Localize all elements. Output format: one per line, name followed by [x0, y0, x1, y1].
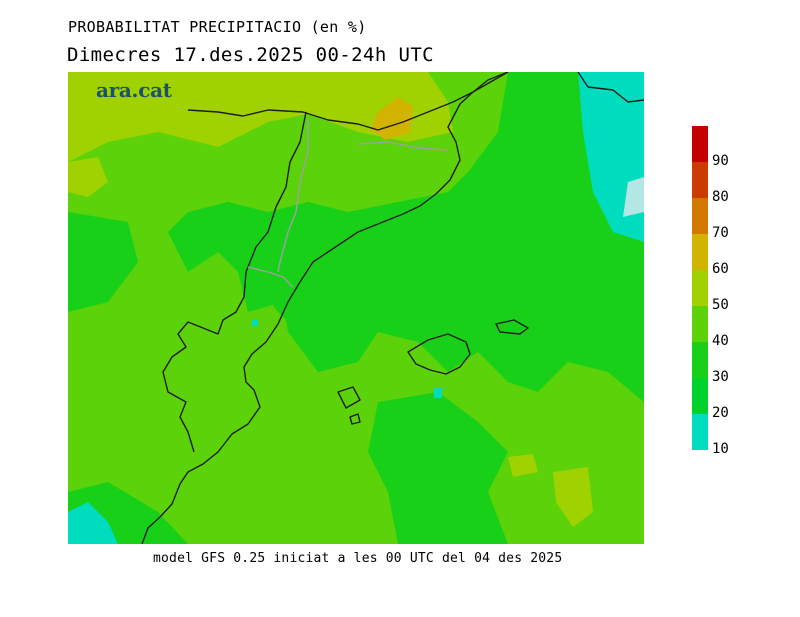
legend-label: 10	[712, 441, 729, 457]
field-10-20-spot1	[252, 320, 258, 326]
field-50-60-north	[68, 72, 453, 162]
legend-label: 60	[712, 261, 729, 277]
precipitation-probability-map	[68, 72, 644, 544]
model-run-caption: model GFS 0.25 iniciat a les 00 UTC del …	[153, 551, 563, 566]
province-border-north	[357, 141, 449, 151]
province-border-south	[247, 266, 294, 288]
field-50-60-south	[553, 467, 593, 527]
legend-swatch	[692, 306, 708, 342]
field-30-40-west	[68, 212, 138, 312]
menorca-island	[495, 319, 529, 335]
color-legend: 10 20 30 40 50 60 70 80 90	[692, 126, 772, 456]
border-far-northeast	[577, 72, 644, 103]
field-50-60-southeast	[508, 454, 538, 477]
legend-swatch	[692, 126, 708, 162]
field-50-60-west	[68, 157, 108, 197]
legend-swatch	[692, 414, 708, 450]
inland-border	[162, 271, 247, 453]
field-50-60-peak	[223, 72, 273, 107]
field-30-40-center	[248, 262, 368, 352]
legend-swatch	[692, 198, 708, 234]
legend-label: 40	[712, 333, 729, 349]
map-subtitle-date: Dimecres 17.des.2025 00-24h UTC	[67, 44, 435, 66]
formentera-island	[349, 413, 361, 425]
province-border	[277, 120, 309, 273]
legend-label: 30	[712, 369, 729, 385]
legend-label: 70	[712, 225, 729, 241]
legend-swatch	[692, 378, 708, 414]
legend-swatch	[692, 162, 708, 198]
field-10-20-southwest	[68, 502, 118, 544]
mallorca-island	[407, 333, 471, 375]
map-title: PROBABILITAT PRECIPITACIO (en %)	[68, 18, 367, 36]
field-10-20-spot2	[434, 388, 442, 398]
legend-swatch	[692, 234, 708, 270]
coastline	[141, 72, 509, 544]
legend-label: 80	[712, 189, 729, 205]
legend-label: 90	[712, 153, 729, 169]
legend-label: 20	[712, 405, 729, 421]
national-border	[187, 72, 509, 131]
ara-cat-logo: ara.cat	[96, 78, 172, 102]
legend-label: 50	[712, 297, 729, 313]
field-below-10	[623, 177, 644, 217]
ibiza-island	[337, 386, 361, 409]
legend-swatch	[692, 270, 708, 306]
regional-border	[245, 111, 307, 273]
legend-swatch	[692, 342, 708, 378]
field-30-40-south	[368, 392, 508, 544]
